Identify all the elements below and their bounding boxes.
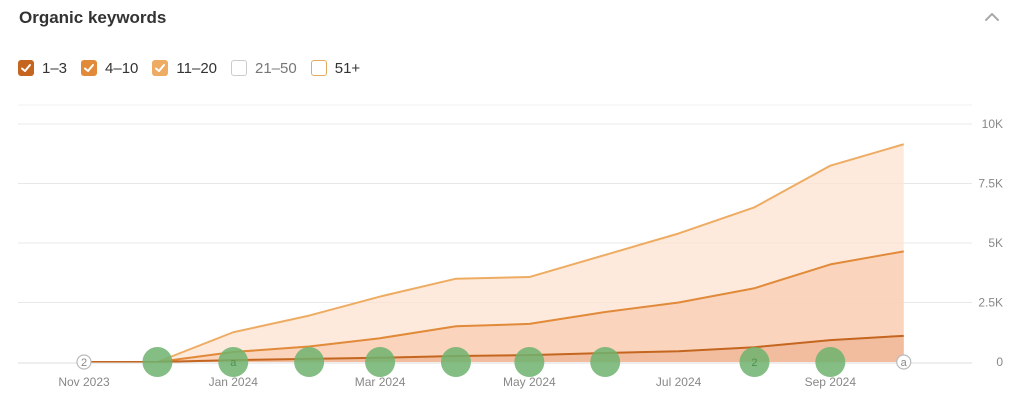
google-update-marker[interactable] <box>365 347 396 377</box>
annotation-label: a <box>230 357 237 369</box>
chart-svg: 0 2.5K 5K 7.5K 10K 2 a 2 a Nov 2023 Jan 2024 Mar 20… <box>18 104 1003 389</box>
annotation-label: 2 <box>751 357 757 369</box>
organic-keywords-chart: 0 2.5K 5K 7.5K 10K 2 a 2 a Nov 2023 Jan 2024 Mar 20… <box>0 95 1024 400</box>
legend-label: 1–3 <box>42 59 68 77</box>
checkmark-icon <box>21 64 31 72</box>
legend-checkbox[interactable] <box>231 60 248 76</box>
y-tick-label: 10K <box>982 117 1003 131</box>
google-update-marker[interactable] <box>142 347 173 377</box>
y-tick-label: 5K <box>988 236 1003 250</box>
y-tick-label: 0 <box>996 355 1003 369</box>
google-update-marker[interactable] <box>294 347 325 377</box>
y-tick-label: 2.5K <box>978 296 1003 310</box>
x-tick-label: Sep 2024 <box>805 375 857 389</box>
event-marker <box>76 354 92 370</box>
chevron-up-icon <box>985 13 999 21</box>
google-update-marker[interactable] <box>739 347 770 377</box>
x-tick-label: Jan 2024 <box>209 375 259 389</box>
x-tick-label: Mar 2024 <box>355 375 406 389</box>
legend-checkbox-checked[interactable] <box>81 60 98 76</box>
legend-checkbox-checked[interactable] <box>152 60 169 76</box>
x-tick-label: Nov 2023 <box>58 375 110 389</box>
google-update-marker[interactable] <box>815 347 846 377</box>
legend-checkbox-checked[interactable] <box>18 60 34 76</box>
legend-item[interactable]: 1–3 <box>18 60 67 77</box>
google-update-marker[interactable] <box>440 347 471 377</box>
legend-item[interactable]: 4–10 <box>81 60 138 77</box>
legend-label: 21–50 <box>255 59 297 77</box>
google-update-marker[interactable] <box>218 347 249 377</box>
legend-label: 4–10 <box>105 59 139 77</box>
y-tick-label: 7.5K <box>978 177 1003 191</box>
series-line <box>84 250 904 363</box>
card-header: Organic keywords <box>0 0 1024 36</box>
legend-label: 11–20 <box>176 59 218 77</box>
checkmark-icon <box>155 64 166 72</box>
google-update-marker[interactable] <box>590 347 621 377</box>
annotation-label: 2 <box>81 357 87 369</box>
series-line <box>84 143 905 363</box>
collapse-button[interactable] <box>980 6 1004 30</box>
legend-item[interactable]: 51+ <box>310 59 361 77</box>
series-area <box>84 251 904 362</box>
event-marker <box>896 354 912 370</box>
legend-checkbox[interactable] <box>310 60 327 76</box>
legend-item[interactable]: 11–20 <box>152 60 217 77</box>
legend-item[interactable]: 21–50 <box>231 60 297 77</box>
series-area <box>84 335 904 362</box>
legend: 1–3 4–10 11–20 21–50 51+ <box>18 57 374 79</box>
card-title: Organic keywords <box>19 8 167 27</box>
google-update-marker[interactable] <box>514 347 545 377</box>
annotation-label: a <box>901 357 908 369</box>
checkmark-icon <box>84 64 95 72</box>
legend-label: 51+ <box>334 59 361 77</box>
x-tick-label: Jul 2024 <box>656 375 702 389</box>
x-tick-label: May 2024 <box>503 375 556 389</box>
